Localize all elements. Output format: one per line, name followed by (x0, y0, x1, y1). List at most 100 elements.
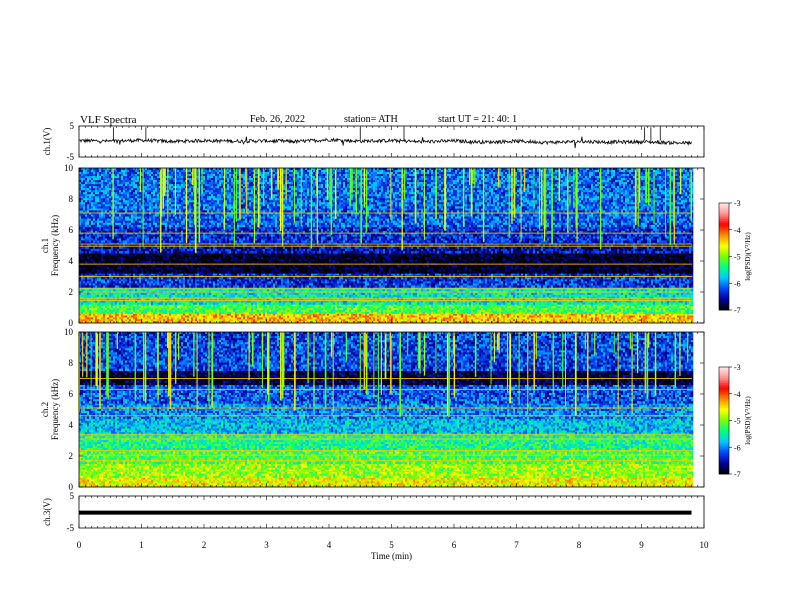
spectrogram-cell (157, 259, 159, 261)
spectrogram-cell (127, 285, 129, 287)
spectrogram-cell (89, 198, 91, 200)
spectrogram-cell (149, 210, 151, 212)
spectrogram-cell (129, 176, 131, 178)
spectrogram-cell (157, 206, 159, 208)
spectrogram-cell (123, 317, 125, 319)
spectrogram-cell (121, 304, 123, 306)
spectrogram-cell (163, 289, 165, 291)
spectrogram-cell (113, 259, 115, 261)
spectrogram-cell (119, 229, 121, 231)
spectrogram-cell (189, 253, 191, 255)
spectrogram-cell (131, 180, 133, 182)
spectrogram-cell (105, 178, 107, 180)
spectrogram-cell (119, 225, 121, 227)
spectrogram-cell (125, 289, 127, 291)
spectrogram-cell (85, 265, 87, 267)
spectrogram-cell (121, 269, 123, 271)
spectrogram-cell (147, 314, 149, 316)
spectrogram-cell (85, 219, 87, 221)
spectrogram-cell (125, 176, 127, 178)
spectrogram-cell (137, 174, 139, 176)
spectrogram-cell (183, 317, 185, 319)
spectrogram-cell (101, 317, 103, 319)
spectrogram-cell (181, 253, 183, 255)
spectrogram-cell (167, 253, 169, 255)
spectrogram-cell (121, 257, 123, 259)
spectrogram-cell (121, 279, 123, 281)
spectrogram-cell (89, 289, 91, 291)
spectrogram-cell (111, 267, 113, 269)
spectrogram-cell (179, 215, 181, 217)
spectrogram-cell (81, 308, 83, 310)
spectrogram-cell (117, 257, 119, 259)
spectrogram-cell (149, 194, 151, 196)
spectrogram-cell (179, 279, 181, 281)
spectrogram-cell (173, 259, 175, 261)
spectrogram-cell (151, 202, 153, 204)
spectrogram-cell (129, 206, 131, 208)
spectrogram-cell (115, 210, 117, 212)
spectrogram-cell (125, 249, 127, 251)
spectrogram-cell (101, 306, 103, 308)
spectrogram-cell (89, 202, 91, 204)
spectrogram-cell (105, 239, 107, 241)
spectrogram-cell (89, 188, 91, 190)
spectrogram-cell (149, 196, 151, 198)
spectrogram-cell (107, 319, 109, 321)
spectrogram-cell (189, 200, 191, 202)
spectrogram-cell (139, 196, 141, 198)
spectrogram-cell (101, 314, 103, 316)
spectrogram-cell (101, 202, 103, 204)
spectrogram-cell (181, 200, 183, 202)
spectrogram-cell (117, 174, 119, 176)
spectrogram-cell (187, 229, 189, 231)
spectrogram-cell (121, 314, 123, 316)
spectrogram-cell (147, 198, 149, 200)
spectrogram-cell (97, 316, 99, 318)
spectrogram-cell (89, 304, 91, 306)
spectrogram-cell (111, 281, 113, 283)
spectrogram-cell (145, 289, 147, 291)
spectrogram-cell (171, 190, 173, 192)
spectrogram-cell (89, 219, 91, 221)
spectrogram-cell (155, 219, 157, 221)
spectrogram-cell (123, 239, 125, 241)
spectrogram-cell (81, 306, 83, 308)
spectrogram-cell (163, 267, 165, 269)
spectrogram-cell (107, 182, 109, 184)
spectrogram-cell (169, 186, 171, 188)
spectrogram-cell (165, 271, 167, 273)
spectrogram-cell (115, 257, 117, 259)
spectrogram-cell (109, 174, 111, 176)
spectrogram-cell (149, 204, 151, 206)
spectrogram-cell (129, 277, 131, 279)
spectrogram-cell (145, 293, 147, 295)
spectrogram-cell (151, 188, 153, 190)
spectrogram-cell (127, 196, 129, 198)
spectrogram-cell (161, 308, 163, 310)
spectrogram-cell (123, 225, 125, 227)
spectrogram-cell (83, 180, 85, 182)
spectrogram-cell (97, 225, 99, 227)
spectrogram-cell (135, 196, 137, 198)
spectrogram-cell (155, 229, 157, 231)
spectrogram-cell (139, 283, 141, 285)
spectrogram-cell (131, 202, 133, 204)
spectrogram-cell (175, 271, 177, 273)
spectrogram-cell (103, 249, 105, 251)
spectrogram-cell (81, 206, 83, 208)
spectrogram-cell (127, 247, 129, 249)
spectrogram-cell (81, 178, 83, 180)
spectrogram-cell (185, 316, 187, 318)
spectrogram-cell (91, 316, 93, 318)
spectrogram-cell (195, 261, 197, 263)
spectrogram-cell (177, 273, 179, 275)
spectrogram-cell (119, 186, 121, 188)
spectrogram-cell (167, 251, 169, 253)
spectrogram-cell (85, 283, 87, 285)
spectrogram-cell (115, 259, 117, 261)
spectrogram-cell (131, 259, 133, 261)
spectrogram-cell (183, 196, 185, 198)
spectrogram-cell (89, 237, 91, 239)
spectrogram-cell (187, 221, 189, 223)
